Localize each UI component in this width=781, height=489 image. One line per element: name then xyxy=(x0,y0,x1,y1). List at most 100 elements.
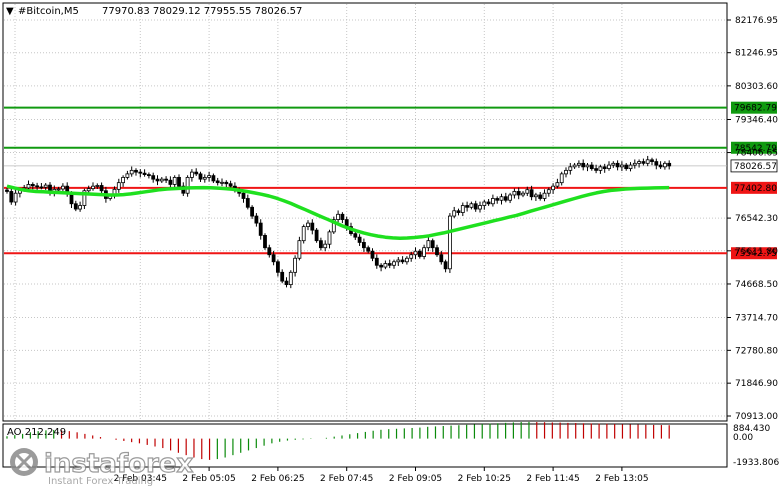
time-tick-label: 2 Feb 10:25 xyxy=(458,474,511,484)
candle-body xyxy=(280,271,285,282)
candle-body xyxy=(271,254,276,263)
candle-body xyxy=(374,257,379,266)
level-price-tag xyxy=(731,141,777,154)
candle-body xyxy=(245,198,250,208)
price-tick-label: 70913.00 xyxy=(735,412,778,422)
last-price-label: 78026.57 xyxy=(734,162,777,172)
candle-body xyxy=(159,178,164,182)
candle-body xyxy=(577,162,581,166)
price-tick-label: 73714.70 xyxy=(735,314,778,324)
candle-body xyxy=(340,213,345,220)
candle-body xyxy=(293,257,298,273)
candle-body xyxy=(469,203,474,208)
candle-body xyxy=(189,171,194,178)
candle-body xyxy=(78,205,82,210)
candle-body xyxy=(86,188,91,192)
level-price-label: 78542.79 xyxy=(734,144,777,154)
candle-body xyxy=(611,162,616,166)
candle-body xyxy=(30,184,35,187)
price-tick-label: 72780.80 xyxy=(735,346,778,356)
candle-body xyxy=(637,161,641,164)
candle-body xyxy=(56,188,61,191)
instaforex-watermark: instaforex Instant Forex Trading xyxy=(10,448,194,487)
level-layer: 79682.79 78542.79 77402.80 75542.75 78026.57 xyxy=(4,101,778,260)
candle-body xyxy=(521,192,525,196)
candle-body xyxy=(460,205,465,213)
candle-body xyxy=(267,247,272,256)
candle-body xyxy=(585,164,590,168)
watermark-tagline: Instant Forex Trading xyxy=(48,476,153,487)
candle-body xyxy=(327,231,332,245)
level-price-tag xyxy=(731,247,777,260)
price-tick-label: 82176.95 xyxy=(735,16,778,26)
price-tick-label: 71846.90 xyxy=(735,379,778,389)
candle-body xyxy=(146,174,151,177)
price-tick-label: 74668.50 xyxy=(735,280,778,290)
candle-body xyxy=(525,189,530,194)
time-tick-label: 2 Feb 03:45 xyxy=(114,474,167,484)
price-tick-label: 78406.65 xyxy=(735,149,778,159)
candle-body xyxy=(250,206,255,217)
candle-body xyxy=(288,271,293,286)
candle-body xyxy=(177,176,181,187)
candle-body xyxy=(392,261,396,266)
candle-body xyxy=(202,176,207,180)
candle-body xyxy=(310,222,315,231)
candle-body xyxy=(357,236,362,243)
candle-body xyxy=(456,210,461,213)
candle-body xyxy=(353,233,358,238)
level-price-tag xyxy=(731,101,777,114)
candle-body xyxy=(482,201,487,206)
price-axis: 82176.95 81246.95 80303.60 79346.40 78406.65… xyxy=(727,16,778,422)
ao-tick-label: -1933.806 xyxy=(733,458,779,468)
candle-body xyxy=(73,203,78,210)
time-tick-label: 2 Feb 09:05 xyxy=(389,474,442,484)
candle-body xyxy=(275,261,280,273)
candle-body xyxy=(134,169,138,173)
last-price-tag xyxy=(730,159,778,173)
candle-body xyxy=(306,222,310,228)
candle-body xyxy=(546,189,551,194)
instaforex-logo-icon xyxy=(10,448,38,476)
candle-body xyxy=(99,185,104,192)
candle-body xyxy=(331,219,336,233)
candle-body xyxy=(529,189,534,198)
candle-body xyxy=(116,182,121,190)
candle-body xyxy=(39,186,44,189)
candle-body xyxy=(224,181,229,185)
candle-body xyxy=(297,240,302,259)
candle-body xyxy=(366,247,371,252)
candle-body xyxy=(220,181,224,184)
header-arrow[interactable]: ▼ xyxy=(6,6,14,17)
candle-body xyxy=(503,196,508,201)
candle-body xyxy=(13,192,18,203)
candle-body xyxy=(198,173,203,180)
candle-body xyxy=(663,162,667,168)
candle-body xyxy=(185,176,190,194)
candle-body xyxy=(5,189,9,192)
candle-body xyxy=(155,178,160,182)
candle-body xyxy=(658,164,663,168)
candle-body xyxy=(168,179,173,185)
candle-body xyxy=(138,171,143,174)
candle-body xyxy=(409,254,414,259)
candle-body xyxy=(164,178,169,181)
candle-body xyxy=(452,210,457,217)
candle-body xyxy=(215,180,220,184)
candle-body xyxy=(284,280,289,286)
candle-body xyxy=(387,263,392,266)
candle-body xyxy=(82,190,87,206)
candle-body xyxy=(430,240,435,249)
price-tick-label: 75611.80 xyxy=(735,247,778,257)
candle-body xyxy=(254,215,259,224)
candle-body xyxy=(194,171,199,175)
candle-body xyxy=(559,173,564,184)
candle-body xyxy=(607,164,611,170)
level-price-tag xyxy=(731,181,777,194)
candle-body xyxy=(125,173,130,178)
candle-body xyxy=(172,176,177,185)
time-tick-label: 2 Feb 06:25 xyxy=(251,474,304,484)
candle-body xyxy=(443,261,448,270)
time-axis: 2 Feb 03:45 2 Feb 05:05 2 Feb 06:25 2 Feb 0… xyxy=(114,467,649,484)
